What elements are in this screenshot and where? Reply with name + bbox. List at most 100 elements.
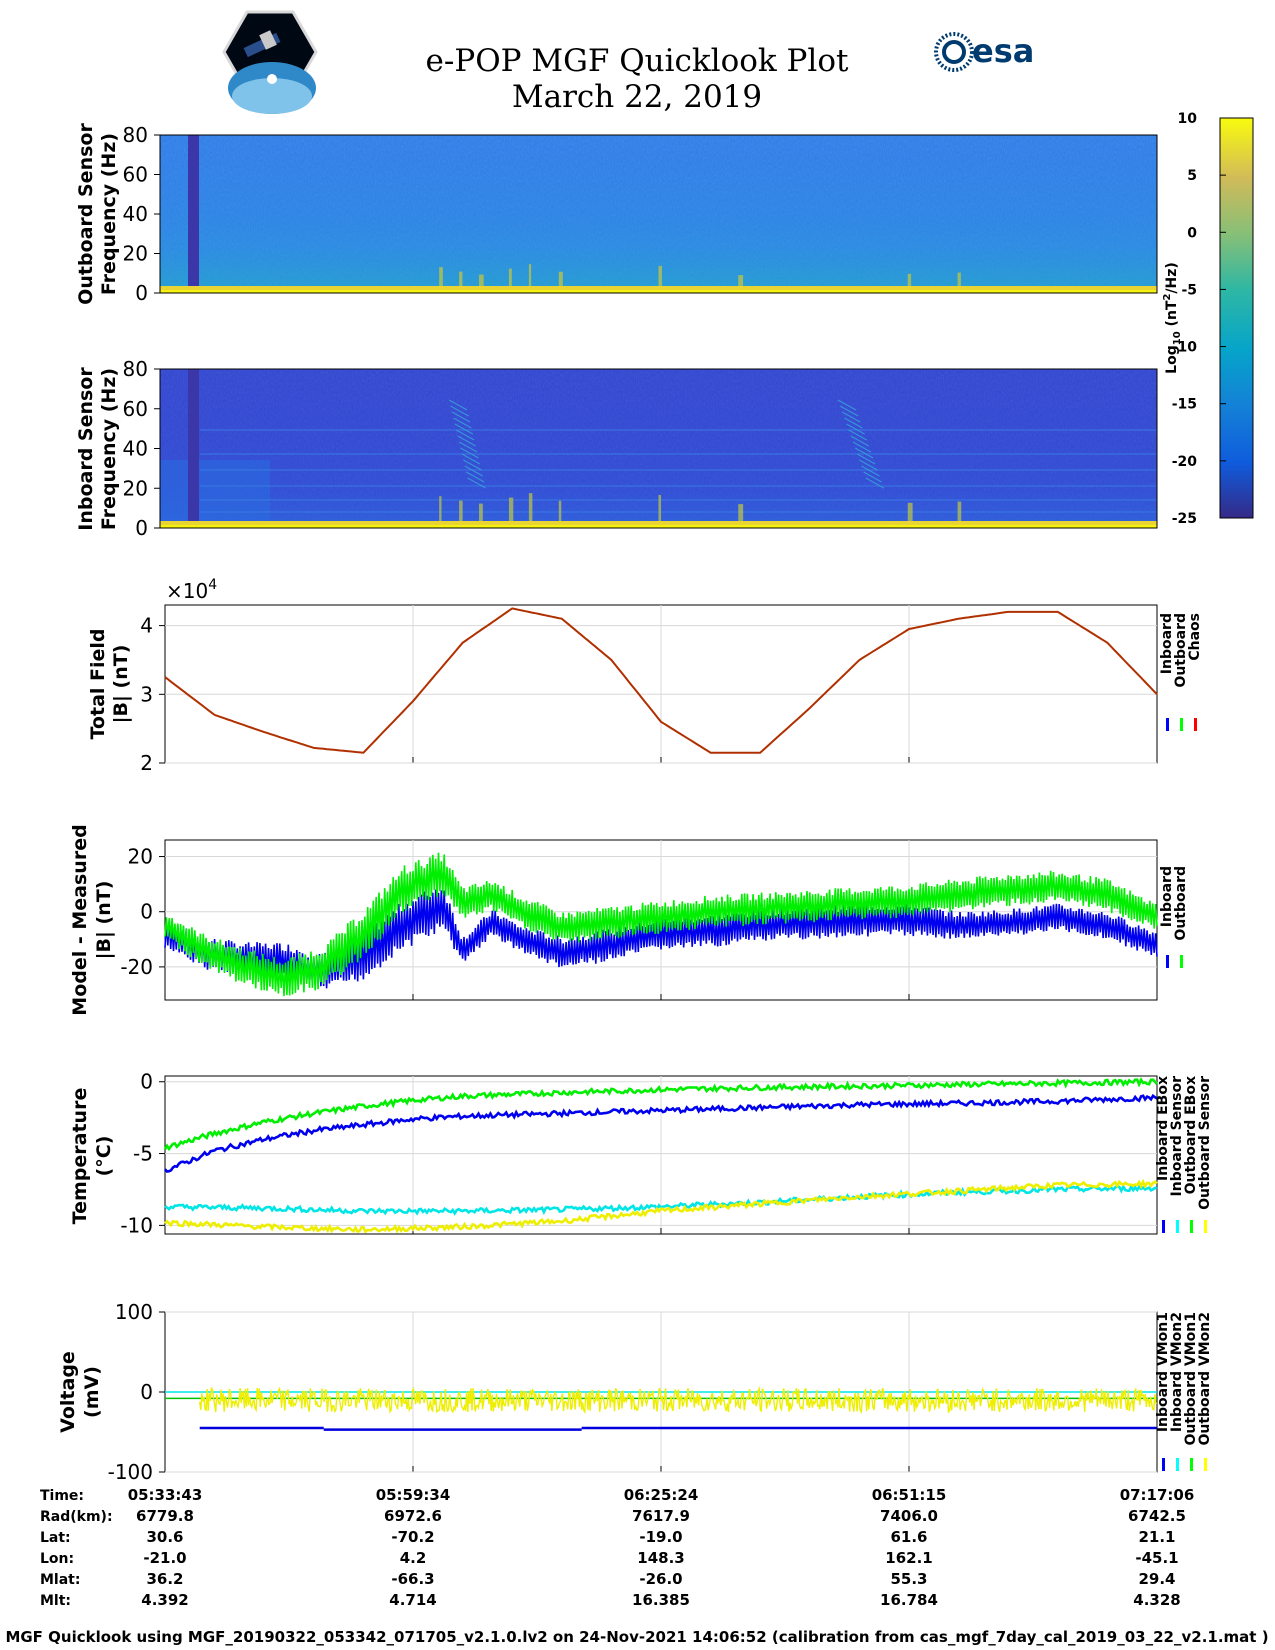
ephemeris-value-3-3: 162.1: [885, 1549, 932, 1567]
inboard-streak-1-3: [844, 417, 863, 429]
ephemeris-value-4-1: -66.3: [391, 1570, 434, 1588]
temperature-series-1: [164, 1093, 1158, 1173]
colorbar-tick-5: -15: [1172, 397, 1197, 413]
ephemeris-value-0-3: 06:51:15: [872, 1486, 947, 1504]
inboard-streak-0-9: [461, 453, 481, 465]
total-field-ytick-2: 4: [140, 614, 153, 638]
temperature-legend-label-3: Outboard Sensor: [1197, 1076, 1213, 1210]
outboard-spectrogram-ytick-3: 60: [123, 163, 148, 187]
total-field-legend-swatch-1: [1180, 718, 1183, 731]
colorbar-tick-4: -10: [1172, 340, 1198, 356]
voltage-legend-label-2: Outboard VMon1: [1183, 1312, 1199, 1446]
ephemeris-value-5-3: 16.784: [880, 1591, 938, 1609]
inboard-burst-7: [738, 504, 744, 521]
inboard-streak-0-7: [458, 441, 478, 453]
model-measured-ytick-1: 0: [140, 900, 153, 924]
outboard-burst-0: [439, 267, 443, 286]
inboard-streak-1-4: [846, 423, 865, 435]
inboard-streak-0-5: [455, 429, 475, 441]
inboard-data-gap: [188, 369, 199, 528]
ephemeris-value-1-1: 6972.6: [384, 1507, 442, 1525]
inboard-burst-5: [558, 500, 562, 521]
total-field-ytick-0: 2: [140, 751, 153, 775]
outboard-spectrogram-ytick-2: 40: [123, 202, 148, 226]
inboard-burst-4: [528, 493, 533, 521]
outboard-emission-bursts: [439, 264, 961, 286]
total-field-legend-swatch-0: [1166, 718, 1169, 731]
voltage-series-3: [199, 1385, 1158, 1415]
ephemeris-value-5-2: 16.385: [632, 1591, 690, 1609]
outboard-burst-5: [558, 271, 563, 286]
inboard-streak-1-9: [856, 453, 876, 465]
ephemeris-label-3: Lon:: [40, 1551, 74, 1567]
inboard-streak-1-8: [854, 447, 874, 459]
inboard-burst-3: [508, 497, 514, 521]
outboard-low-frequency-line: [160, 286, 1157, 290]
model-measured-series-1: [164, 852, 1158, 997]
temperature-legend-swatch-0: [1162, 1220, 1165, 1233]
ephemeris-value-5-0: 4.392: [141, 1591, 188, 1609]
temperature-legend-label-2: Outboard EBox: [1183, 1076, 1199, 1194]
ephemeris-value-0-1: 05:59:34: [376, 1486, 451, 1504]
colorbar-label-unit: (nT: [1164, 300, 1180, 326]
inboard-streak-0-8: [460, 447, 479, 459]
temperature-legend-swatch-1: [1176, 1220, 1179, 1233]
inboard-streak-0-2: [451, 411, 471, 423]
ephemeris-value-4-3: 55.3: [890, 1570, 927, 1588]
outboard-burst-2: [479, 274, 484, 286]
colorbar-tick-7: -25: [1172, 511, 1197, 527]
ephemeris-value-0-0: 05:33:43: [128, 1486, 203, 1504]
temperature-legend-swatch-2: [1190, 1220, 1193, 1233]
total-field-legend-swatch-2: [1194, 718, 1197, 731]
inboard-streak-1-1: [839, 405, 859, 417]
ephemeris-table: Time: 05:33:43 05:59:34 06:25:24 06:51:15 07:…: [40, 1486, 1194, 1609]
total-field-exponent: ×104: [166, 577, 217, 603]
ephemeris-value-3-2: 148.3: [637, 1549, 684, 1567]
ephemeris-value-2-1: -70.2: [391, 1528, 434, 1546]
ephemeris-value-1-3: 7406.0: [880, 1507, 938, 1525]
outboard-burst-1: [459, 271, 463, 286]
voltage-legend-swatch-3: [1204, 1458, 1207, 1471]
ephemeris-value-3-1: 4.2: [400, 1549, 427, 1567]
outboard-data-gap: [188, 135, 199, 293]
colorbar-label-sup: 2: [1162, 294, 1173, 301]
total-field-line: [164, 607, 1158, 754]
voltage-ytick-2: 100: [115, 1300, 153, 1324]
total-field-legend-label-0: Inboard: [1159, 613, 1175, 674]
model-measured-legend-label-1: Outboard: [1173, 866, 1189, 941]
inboard-streak-0-13: [467, 477, 486, 489]
voltage-panel: -100 0 100 Voltage (mV) Inboard VMon1Inboa…: [57, 1300, 1213, 1484]
outboard-burst-4: [528, 264, 532, 286]
temperature-legend-swatch-3: [1204, 1220, 1207, 1233]
model-minus-measured-panel: -20 0 20 Model - Measured |B| (nT) Inboard…: [69, 824, 1189, 1015]
inboard-streak-0-6: [457, 435, 476, 447]
voltage-ylabel-line2: (mV): [81, 1366, 103, 1418]
ephemeris-value-2-2: -19.0: [639, 1528, 682, 1546]
temperature-panel: -10 -5 0 Temperature (°C) Inboard EBoxInbo…: [69, 1070, 1213, 1238]
outboard-burst-6: [658, 265, 662, 286]
inboard-streak-1-0: [837, 399, 857, 411]
temperature-ylabel-line2: (°C): [93, 1136, 115, 1177]
inboard-streak-0-10: [463, 459, 482, 471]
total-field-legend-label-1: Outboard: [1173, 613, 1189, 688]
inboard-spectrogram-ytick-0: 0: [135, 516, 148, 540]
ephemeris-value-1-2: 7617.9: [632, 1507, 690, 1525]
ephemeris-value-3-4: -45.1: [1135, 1549, 1178, 1567]
voltage-ylabel-line1: Voltage: [57, 1351, 79, 1433]
temperature-ytick-2: 0: [140, 1070, 153, 1094]
ephemeris-value-5-4: 4.328: [1133, 1591, 1180, 1609]
epop-logo: [222, 10, 318, 114]
temperature-ytick-1: -5: [133, 1142, 153, 1166]
inboard-emission-bursts: [439, 399, 962, 521]
ephemeris-value-0-2: 06:25:24: [624, 1486, 699, 1504]
inboard-burst-1: [459, 500, 463, 521]
voltage-legend-label-3: Outboard VMon2: [1197, 1312, 1213, 1446]
inboard-burst-9: [957, 501, 962, 521]
inboard-streak-0-3: [453, 417, 472, 429]
colorbar-tick-3: -5: [1181, 282, 1197, 298]
voltage-legend-swatch-1: [1176, 1458, 1179, 1471]
inboard-spectrogram-ytick-3: 60: [123, 397, 148, 421]
inboard-streak-0-0: [448, 399, 468, 411]
